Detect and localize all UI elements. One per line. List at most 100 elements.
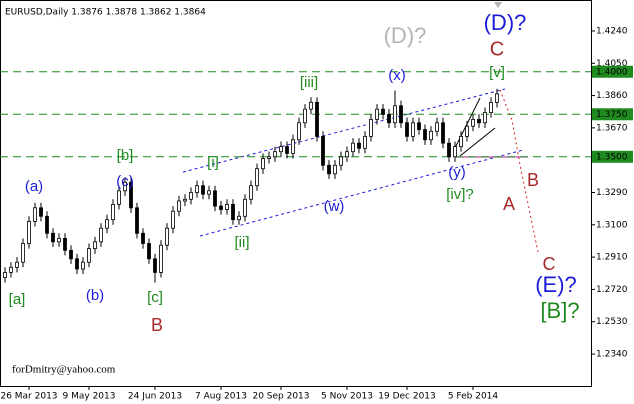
candle-body — [369, 118, 373, 137]
candle-body — [243, 198, 247, 217]
wave-label: (w) — [324, 198, 345, 215]
candle-body — [15, 261, 19, 268]
wave-label: [b] — [117, 147, 134, 164]
candle-body — [333, 164, 337, 175]
candle-body — [111, 203, 115, 221]
wave-label: (b) — [86, 287, 104, 304]
candle-body — [291, 139, 295, 154]
candle-body — [411, 122, 415, 137]
candle-body — [159, 244, 163, 273]
candle-body — [417, 122, 421, 130]
candle-body — [423, 129, 427, 141]
candle-body — [195, 185, 199, 193]
candle-body — [321, 135, 325, 166]
candle-body — [261, 158, 265, 170]
candle-body — [87, 248, 91, 263]
level-label: 1.3750 — [596, 110, 628, 120]
y-tick-label: 1.3100 — [596, 220, 628, 230]
candle-body — [3, 272, 7, 278]
chart-header: EURUSD,Daily 1.3876 1.3878 1.3862 1.3864 — [5, 8, 206, 18]
wave-label: [iii] — [300, 74, 318, 91]
candle-body — [75, 258, 79, 270]
candle-body — [171, 210, 175, 229]
wave-label: A — [503, 194, 515, 214]
channel-lower — [199, 149, 524, 237]
candle-body — [495, 93, 499, 103]
candle-body — [117, 190, 121, 205]
y-tick-label: 1.2720 — [596, 285, 628, 295]
candle-body — [387, 113, 391, 124]
y-tick-label: 1.4240 — [596, 26, 628, 36]
y-tick-label: 1.3670 — [596, 123, 628, 133]
candle-body — [453, 146, 457, 158]
candle-body — [309, 101, 313, 110]
candle-body — [471, 118, 475, 127]
candle-body — [441, 122, 445, 144]
wave-label: [a] — [9, 291, 26, 308]
candle-body — [177, 200, 181, 212]
candle-body — [429, 130, 433, 141]
wave-label: (y) — [448, 164, 466, 181]
y-tick-label: 1.4050 — [596, 59, 628, 69]
candle-body — [447, 142, 451, 158]
x-tick-label: 7 Aug 2013 — [195, 392, 247, 402]
candle-body — [393, 105, 397, 124]
wave-label: (E)? — [535, 272, 577, 297]
candle-body — [21, 243, 25, 263]
candle-body — [93, 241, 97, 250]
wave-label: [v] — [489, 64, 505, 81]
candle-body — [273, 151, 277, 158]
candle-body — [147, 243, 151, 260]
candle-body — [225, 203, 229, 210]
candle-body — [189, 192, 193, 200]
candle-body — [165, 227, 169, 246]
wave-label: [i] — [207, 154, 219, 171]
y-tick-label: 1.3290 — [596, 188, 628, 198]
level-label-box — [592, 108, 633, 121]
candle-body — [207, 190, 211, 195]
x-tick-label: 9 May 2013 — [63, 392, 116, 402]
wave-label: B — [151, 315, 163, 335]
level-label-box — [592, 65, 633, 78]
candle-body — [141, 232, 145, 244]
wedge-line — [459, 127, 496, 157]
wave-label: [iv]? — [446, 186, 474, 203]
candle-body — [81, 261, 85, 270]
candle-body — [183, 198, 187, 202]
x-tick-label: 20 Sep 2013 — [252, 392, 309, 402]
candle-body — [219, 205, 223, 210]
y-tick-label: 1.2340 — [596, 350, 628, 360]
candle-body — [255, 168, 259, 187]
candle-body — [483, 112, 487, 124]
wave-label: [ii] — [235, 234, 250, 251]
level-label-box — [592, 150, 633, 163]
wave-label: C — [543, 254, 556, 274]
x-tick-label: 24 Jun 2013 — [128, 392, 182, 402]
channel-upper — [182, 88, 506, 173]
candle-body — [357, 142, 361, 149]
candle-body — [435, 122, 439, 132]
candle-body — [99, 227, 103, 243]
wave-label: [B]? — [540, 298, 579, 323]
candle-body — [9, 266, 13, 273]
wave-label: (D)? — [484, 10, 527, 35]
candle-body — [303, 108, 307, 124]
candle-body — [297, 122, 301, 141]
candle-body — [237, 215, 241, 221]
candle-body — [459, 135, 463, 147]
candle-body — [33, 207, 37, 222]
footer-text: forDmitry@yahoo.com — [12, 364, 116, 376]
candle-body — [201, 185, 205, 195]
plot-frame — [0, 0, 592, 387]
candle-body — [153, 258, 157, 273]
candle-body — [27, 220, 31, 244]
x-tick-label: 19 Dec 2013 — [378, 392, 436, 402]
candle-body — [345, 151, 349, 158]
level-label: 1.4000 — [596, 67, 628, 77]
candle-body — [105, 219, 109, 229]
candle-body — [51, 232, 55, 243]
wave-label: C — [490, 38, 504, 60]
candle-body — [135, 207, 139, 234]
